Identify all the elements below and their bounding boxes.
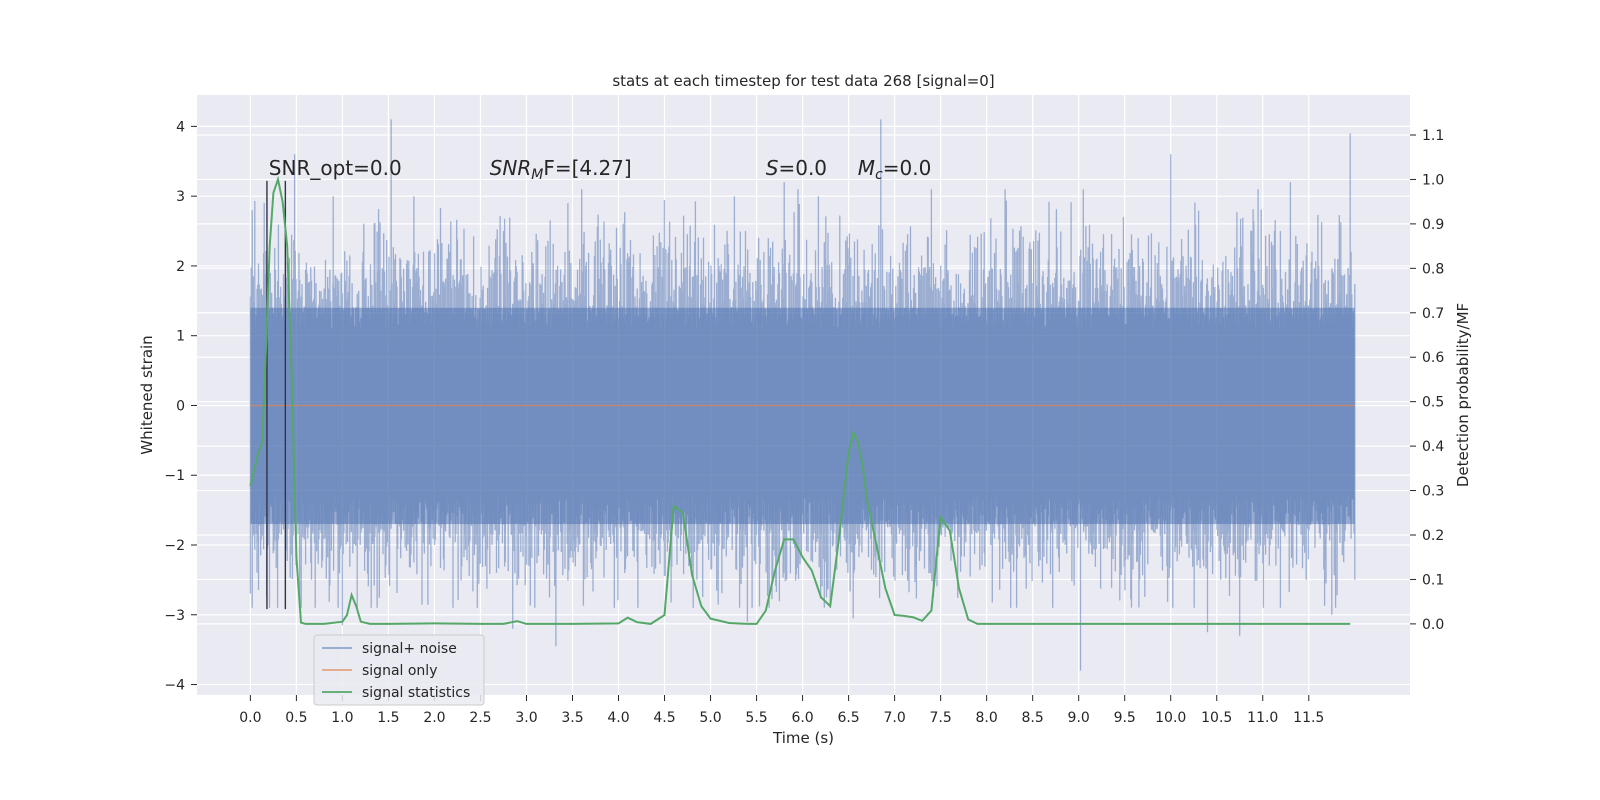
stat-annotation: S=0.0: [766, 156, 827, 180]
x-tick-label: 0.0: [239, 710, 261, 726]
y-tick-label-right: 0.2: [1422, 528, 1444, 544]
y-tick-label-right: 0.1: [1422, 572, 1444, 588]
x-tick-label: 7.0: [883, 710, 905, 726]
legend-box: [313, 634, 485, 706]
y-tick-label-left: −2: [164, 538, 185, 554]
stat-annotation: Mc=0.0: [858, 156, 932, 183]
x-tick-label: 6.5: [837, 710, 859, 726]
y-tick-label-left: 4: [176, 119, 185, 135]
x-tick-label: 6.0: [791, 710, 813, 726]
x-tick-label: 11.0: [1247, 710, 1278, 726]
x-tick-label: 9.5: [1114, 710, 1136, 726]
x-tick-label: 10.0: [1155, 710, 1186, 726]
y-tick-label-right: 0.4: [1422, 439, 1444, 455]
y-tick-label-left: 0: [176, 398, 185, 414]
right-y-axis-ticks: 0.0 0.1 0.2 0.3 0.4 0.5 0.6 0.7 0.8 0.9 1.0 1.1: [1410, 128, 1444, 633]
right-y-axis-label: Detection probability/MF: [1454, 303, 1472, 487]
y-tick-label-left: −3: [164, 608, 185, 624]
y-tick-label-left: 2: [176, 259, 185, 275]
y-tick-label-right: 0.3: [1422, 484, 1444, 500]
stat-annotation: SNR_opt=0.0: [269, 156, 402, 180]
y-tick-label-right: 0.9: [1422, 217, 1444, 233]
x-tick-label: 5.5: [745, 710, 767, 726]
y-tick-label-left: 1: [176, 329, 185, 345]
x-tick-label: 3.0: [515, 710, 537, 726]
signal-noise-series: [249, 119, 1356, 671]
legend-label: signal only: [362, 663, 437, 679]
noise-spikes: [249, 119, 1356, 671]
y-tick-label-left: −4: [164, 678, 185, 694]
y-tick-label-right: 0.6: [1422, 350, 1444, 366]
x-tick-label: 2.0: [423, 710, 445, 726]
x-axis-label: Time (s): [772, 729, 834, 747]
x-axis-ticks: 0.0 0.5 1.0 1.5 2.0 2.5 3.0 3.5 4.0 4.5 5.0 5.5 6.0 6…: [239, 695, 1324, 726]
left-y-axis-label: Whitened strain: [138, 335, 156, 454]
y-tick-label-left: 3: [176, 189, 185, 205]
y-tick-label-right: 1.0: [1422, 172, 1444, 188]
annotations: SNR_opt=0.0 SNRMF=[4.27] S=0.0 Mc=0.0: [269, 156, 932, 183]
x-tick-label: 10.5: [1201, 710, 1232, 726]
x-tick-label: 3.5: [561, 710, 583, 726]
y-tick-label-right: 1.1: [1422, 128, 1444, 144]
legend-label: signal statistics: [362, 685, 470, 701]
x-tick-label: 5.0: [699, 710, 721, 726]
y-tick-label-right: 0.0: [1422, 617, 1444, 633]
x-tick-label: 8.5: [1022, 710, 1044, 726]
x-tick-label: 2.5: [469, 710, 491, 726]
x-tick-label: 1.5: [377, 710, 399, 726]
chart-title: stats at each timestep for test data 268…: [612, 72, 994, 90]
stat-annotation: SNRMF=[4.27]: [490, 156, 632, 183]
x-tick-label: 7.5: [929, 710, 951, 726]
y-tick-label-left: −1: [164, 468, 185, 484]
signal-statistics-line: [249, 175, 1351, 625]
legend: signal+ noise signal only signal statistic…: [313, 634, 485, 706]
left-y-axis-ticks: −4 −3 −2 −1 0 1 2 3 4: [164, 119, 197, 694]
x-tick-label: 4.0: [607, 710, 629, 726]
x-tick-label: 9.0: [1068, 710, 1090, 726]
y-tick-label-right: 0.7: [1422, 306, 1444, 322]
y-tick-label-right: 0.8: [1422, 261, 1444, 277]
x-tick-label: 4.5: [653, 710, 675, 726]
legend-label: signal+ noise: [362, 641, 457, 657]
x-tick-label: 11.5: [1293, 710, 1324, 726]
x-tick-label: 1.0: [331, 710, 353, 726]
y-tick-label-right: 0.5: [1422, 395, 1444, 411]
x-tick-label: 8.0: [976, 710, 998, 726]
x-tick-label: 0.5: [285, 710, 307, 726]
line-series-layer: [249, 175, 1355, 625]
